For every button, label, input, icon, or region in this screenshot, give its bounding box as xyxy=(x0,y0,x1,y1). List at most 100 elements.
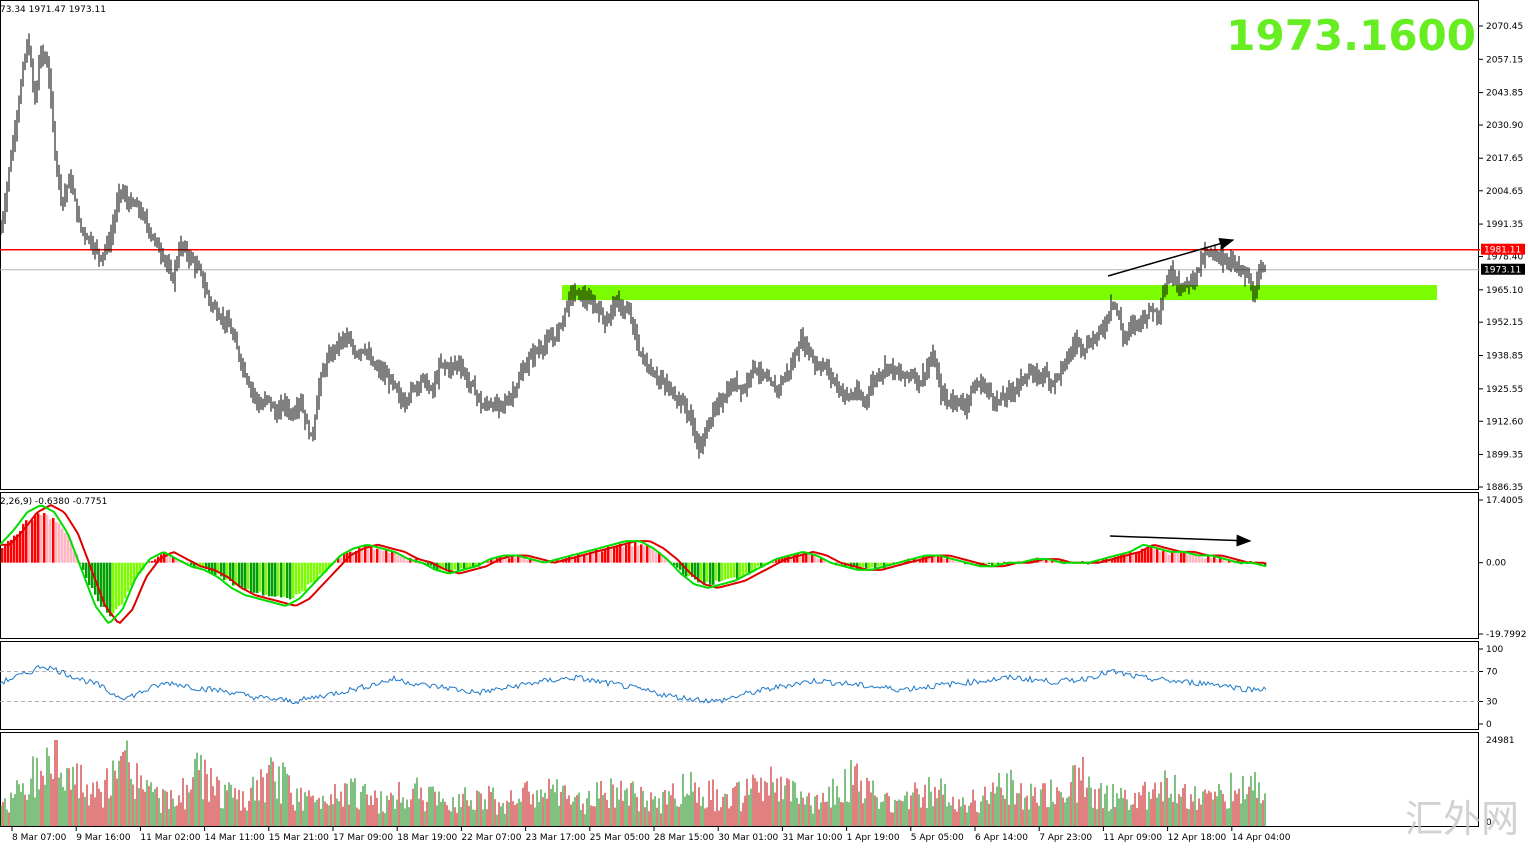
current-bid-price: 1973.1600 xyxy=(1226,11,1476,60)
macd-histogram-bar xyxy=(706,563,709,582)
macd-histogram-bar xyxy=(676,563,679,568)
macd-histogram-bar xyxy=(367,548,370,563)
macd-histogram-bar xyxy=(361,549,364,563)
time-axis-label: 31 Mar 10:00 xyxy=(782,833,842,843)
macd-histogram-bar xyxy=(40,515,43,563)
time-axis-label: 17 Mar 09:00 xyxy=(333,833,393,843)
macd-histogram-bar xyxy=(637,545,640,562)
macd-histogram-bar xyxy=(628,543,631,562)
macd-histogram-bar xyxy=(271,563,274,597)
macd-histogram-bar xyxy=(949,560,952,563)
macd-histogram-bar xyxy=(37,514,40,563)
macd-histogram-bar xyxy=(505,559,508,563)
macd-axis-label: -19.7992 xyxy=(1486,630,1526,640)
macd-histogram-bar xyxy=(376,549,379,563)
macd-histogram-bar xyxy=(1138,552,1141,563)
macd-histogram-bar xyxy=(937,556,940,563)
time-axis-label: 15 Mar 21:00 xyxy=(269,833,329,843)
macd-axis-label: 17.4005 xyxy=(1486,496,1523,506)
macd-histogram-bar xyxy=(238,563,241,587)
macd-histogram-bar xyxy=(592,553,595,563)
price-axis-label: 1925.55 xyxy=(1486,385,1523,395)
macd-histogram-bar xyxy=(61,528,64,562)
macd-histogram-bar xyxy=(247,563,250,589)
macd-histogram-bar xyxy=(106,563,109,613)
time-axis-label: 28 Mar 15:00 xyxy=(654,833,714,843)
macd-histogram-bar xyxy=(214,563,217,576)
macd-histogram-bar xyxy=(52,518,55,563)
macd-histogram-bar xyxy=(625,545,628,563)
macd-histogram-bar xyxy=(871,563,874,568)
time-axis-label: 9 Mar 16:00 xyxy=(76,833,131,843)
macd-histogram-bar xyxy=(865,563,868,569)
macd-histogram-bar xyxy=(514,557,517,562)
macd-histogram-bar xyxy=(313,563,316,583)
macd-histogram-bar xyxy=(112,563,115,614)
macd-histogram-bar xyxy=(307,563,310,585)
price-axis-label: 2070.45 xyxy=(1486,22,1523,32)
macd-histogram-bar xyxy=(622,547,625,563)
macd-histogram-bar xyxy=(598,552,601,562)
time-axis-label: 30 Mar 01:00 xyxy=(718,833,778,843)
macd-histogram-bar xyxy=(1156,548,1159,562)
macd-histogram-bar xyxy=(304,563,307,591)
time-axis-label: 8 Mar 07:00 xyxy=(12,833,67,843)
macd-histogram-bar xyxy=(301,563,304,592)
macd-histogram-bar xyxy=(487,561,490,562)
macd-histogram-bar xyxy=(370,547,373,563)
rsi-axis-label: 0 xyxy=(1486,720,1492,730)
price-axis-label: 1912.60 xyxy=(1486,417,1523,427)
macd-histogram-bar xyxy=(1171,552,1174,563)
macd-histogram-bar xyxy=(610,548,613,563)
macd-histogram-bar xyxy=(256,563,259,593)
macd-histogram-bar xyxy=(1147,548,1150,563)
macd-histogram-bar xyxy=(274,563,277,597)
macd-histogram-bar xyxy=(1180,553,1183,563)
macd-histogram-bar xyxy=(958,562,961,563)
ohlc-readout: 73.34 1971.47 1973.11 xyxy=(0,5,106,15)
macd-histogram-bar xyxy=(298,563,301,594)
macd-histogram-bar xyxy=(340,558,343,563)
macd-histogram-bar xyxy=(604,549,607,562)
price-axis-label: 1899.35 xyxy=(1486,450,1523,460)
macd-histogram-bar xyxy=(169,557,172,563)
macd-histogram-bar xyxy=(934,557,937,563)
volume-axis-label: 24981 xyxy=(1486,736,1515,746)
time-axis-label: 22 Mar 07:00 xyxy=(461,833,521,843)
macd-histogram-bar xyxy=(85,563,88,578)
macd-histogram-bar xyxy=(799,556,802,563)
macd-histogram-bar xyxy=(190,563,193,565)
macd-histogram-bar xyxy=(1126,556,1129,563)
macd-histogram-bar xyxy=(724,563,727,580)
macd-histogram-bar xyxy=(1183,552,1186,563)
macd-histogram-bar xyxy=(1204,558,1207,562)
macd-histogram-bar xyxy=(208,563,211,572)
macd-histogram-bar xyxy=(31,520,34,562)
time-axis-label: 14 Mar 11:00 xyxy=(205,833,265,843)
macd-histogram-bar xyxy=(286,563,289,598)
macd-histogram-bar xyxy=(652,550,655,563)
support-zone xyxy=(562,285,1437,300)
macd-axis-label: 0.00 xyxy=(1486,559,1506,569)
resistance-price-label: 1981.11 xyxy=(1484,246,1521,256)
macd-histogram-bar xyxy=(454,563,457,570)
macd-histogram-bar xyxy=(1165,552,1168,562)
macd-histogram-bar xyxy=(58,523,61,562)
macd-histogram-bar xyxy=(643,546,646,563)
macd-histogram-bar xyxy=(259,563,262,592)
macd-histogram-bar xyxy=(121,563,124,605)
price-axis-label: 1952.15 xyxy=(1486,318,1523,328)
price-axis-label: 2043.85 xyxy=(1486,89,1523,99)
macd-histogram-bar xyxy=(709,563,712,585)
macd-histogram-bar xyxy=(1216,559,1219,562)
macd-histogram-bar xyxy=(154,559,157,562)
price-axis-label: 2017.65 xyxy=(1486,154,1523,164)
macd-histogram-bar xyxy=(1048,561,1051,562)
macd-histogram-bar xyxy=(1042,560,1045,562)
macd-histogram-bar xyxy=(1177,553,1180,563)
macd-histogram-bar xyxy=(712,563,715,585)
macd-histogram-bar xyxy=(1159,552,1162,563)
macd-histogram-bar xyxy=(451,563,454,571)
